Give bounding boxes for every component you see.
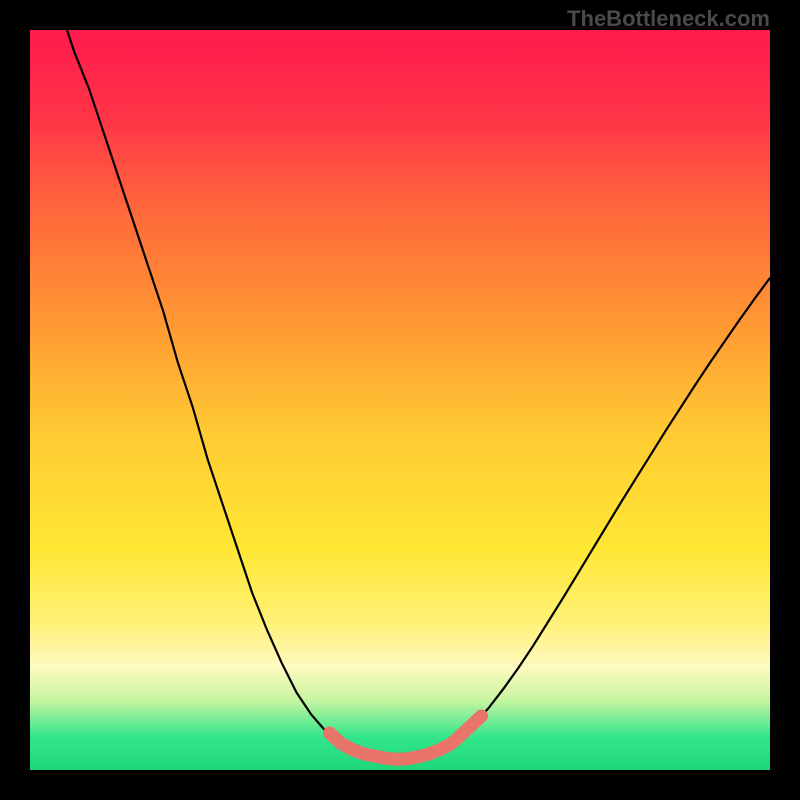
optimal-range-marker (453, 730, 466, 743)
chart-frame: TheBottleneck.com (0, 0, 800, 800)
bottleneck-curve (67, 30, 770, 759)
curve-layer (30, 30, 770, 770)
plot-area (30, 30, 770, 770)
optimal-range-marker (323, 727, 336, 740)
watermark-text: TheBottleneck.com (567, 6, 770, 32)
optimal-range-marker (475, 709, 488, 722)
